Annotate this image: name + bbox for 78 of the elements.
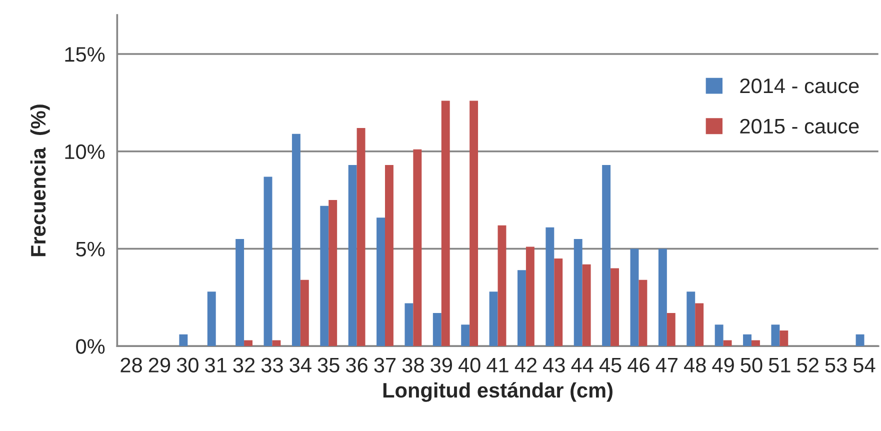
- bar: [384, 165, 394, 346]
- bar: [743, 334, 752, 346]
- x-tick-label: 34: [290, 358, 312, 373]
- bar: [658, 248, 667, 346]
- x-tick-label: 44: [571, 358, 594, 372]
- bar: [574, 239, 582, 346]
- bar: [695, 303, 704, 346]
- bar: [470, 100, 478, 346]
- x-tick-label: 42: [514, 358, 536, 372]
- bar: [348, 165, 357, 346]
- x-tick-label: 49: [712, 358, 734, 373]
- x-tick-label: 28: [120, 358, 142, 373]
- legend-label: 2014 - cauce: [740, 78, 859, 94]
- bar: [856, 334, 864, 346]
- bar: [518, 270, 526, 346]
- bar: [714, 324, 724, 346]
- bar: [526, 246, 534, 346]
- x-tick-label: 36: [346, 358, 368, 373]
- bar: [376, 218, 385, 346]
- bar: [413, 149, 422, 346]
- bar: [432, 312, 442, 346]
- bar: [441, 100, 450, 346]
- bar: [244, 340, 252, 346]
- x-tick-label: 54: [854, 358, 876, 373]
- y-tick-label: 0%: [76, 339, 105, 354]
- bar: [751, 340, 760, 346]
- bar: [207, 292, 216, 346]
- bar: [554, 258, 563, 346]
- x-tick-label: 46: [628, 358, 650, 373]
- bar: [780, 330, 788, 346]
- bar: [582, 264, 591, 346]
- bar: [264, 176, 272, 346]
- x-tick-label: 52: [797, 358, 818, 373]
- x-tick-label: 45: [599, 358, 622, 373]
- bar: [546, 227, 554, 346]
- x-tick-label: 37: [374, 358, 396, 373]
- x-tick-label: 47: [656, 358, 678, 372]
- x-tick-label: 48: [684, 358, 706, 373]
- bar: [320, 206, 329, 346]
- x-axis-title: Longitud estándar (cm): [383, 382, 612, 402]
- bar: [292, 134, 300, 346]
- x-tick-label: 33: [261, 358, 283, 373]
- x-tick-label: 43: [543, 358, 565, 373]
- bar: [666, 312, 676, 346]
- y-tick-label: 15%: [65, 47, 105, 62]
- bar: [686, 292, 696, 346]
- bar: [771, 324, 780, 346]
- x-tick-label: 39: [430, 358, 452, 373]
- x-tick-label: 30: [176, 358, 198, 373]
- y-axis-title: Frecuencia (%): [30, 104, 50, 256]
- legend-label: 2015 - cauce: [740, 118, 859, 134]
- y-tick-label: 5%: [76, 242, 105, 256]
- y-tick-label: 10%: [65, 144, 105, 160]
- bar: [179, 334, 188, 346]
- bar: [610, 268, 619, 346]
- bar: [461, 324, 470, 346]
- x-tick-label: 41: [486, 358, 508, 372]
- x-tick-label: 38: [402, 358, 424, 373]
- x-tick-label: 32: [233, 358, 255, 373]
- bar: [356, 128, 366, 346]
- bar: [602, 165, 611, 346]
- bar: [638, 280, 648, 346]
- x-tick-label: 53: [825, 358, 847, 373]
- x-tick-label: 31: [205, 358, 226, 373]
- bar: [236, 239, 244, 346]
- bar: [489, 292, 498, 346]
- x-tick-label: 29: [148, 358, 170, 373]
- bar: [498, 225, 506, 346]
- bar: [328, 200, 338, 346]
- x-tick-label: 50: [740, 358, 762, 373]
- x-tick-label: 35: [318, 358, 340, 373]
- bar: [404, 303, 414, 346]
- bar: [723, 340, 732, 346]
- x-tick-label: 40: [458, 358, 480, 373]
- bar: [272, 340, 281, 346]
- x-tick-label: 51: [768, 358, 790, 373]
- bar: [300, 280, 309, 346]
- bar: [630, 248, 639, 346]
